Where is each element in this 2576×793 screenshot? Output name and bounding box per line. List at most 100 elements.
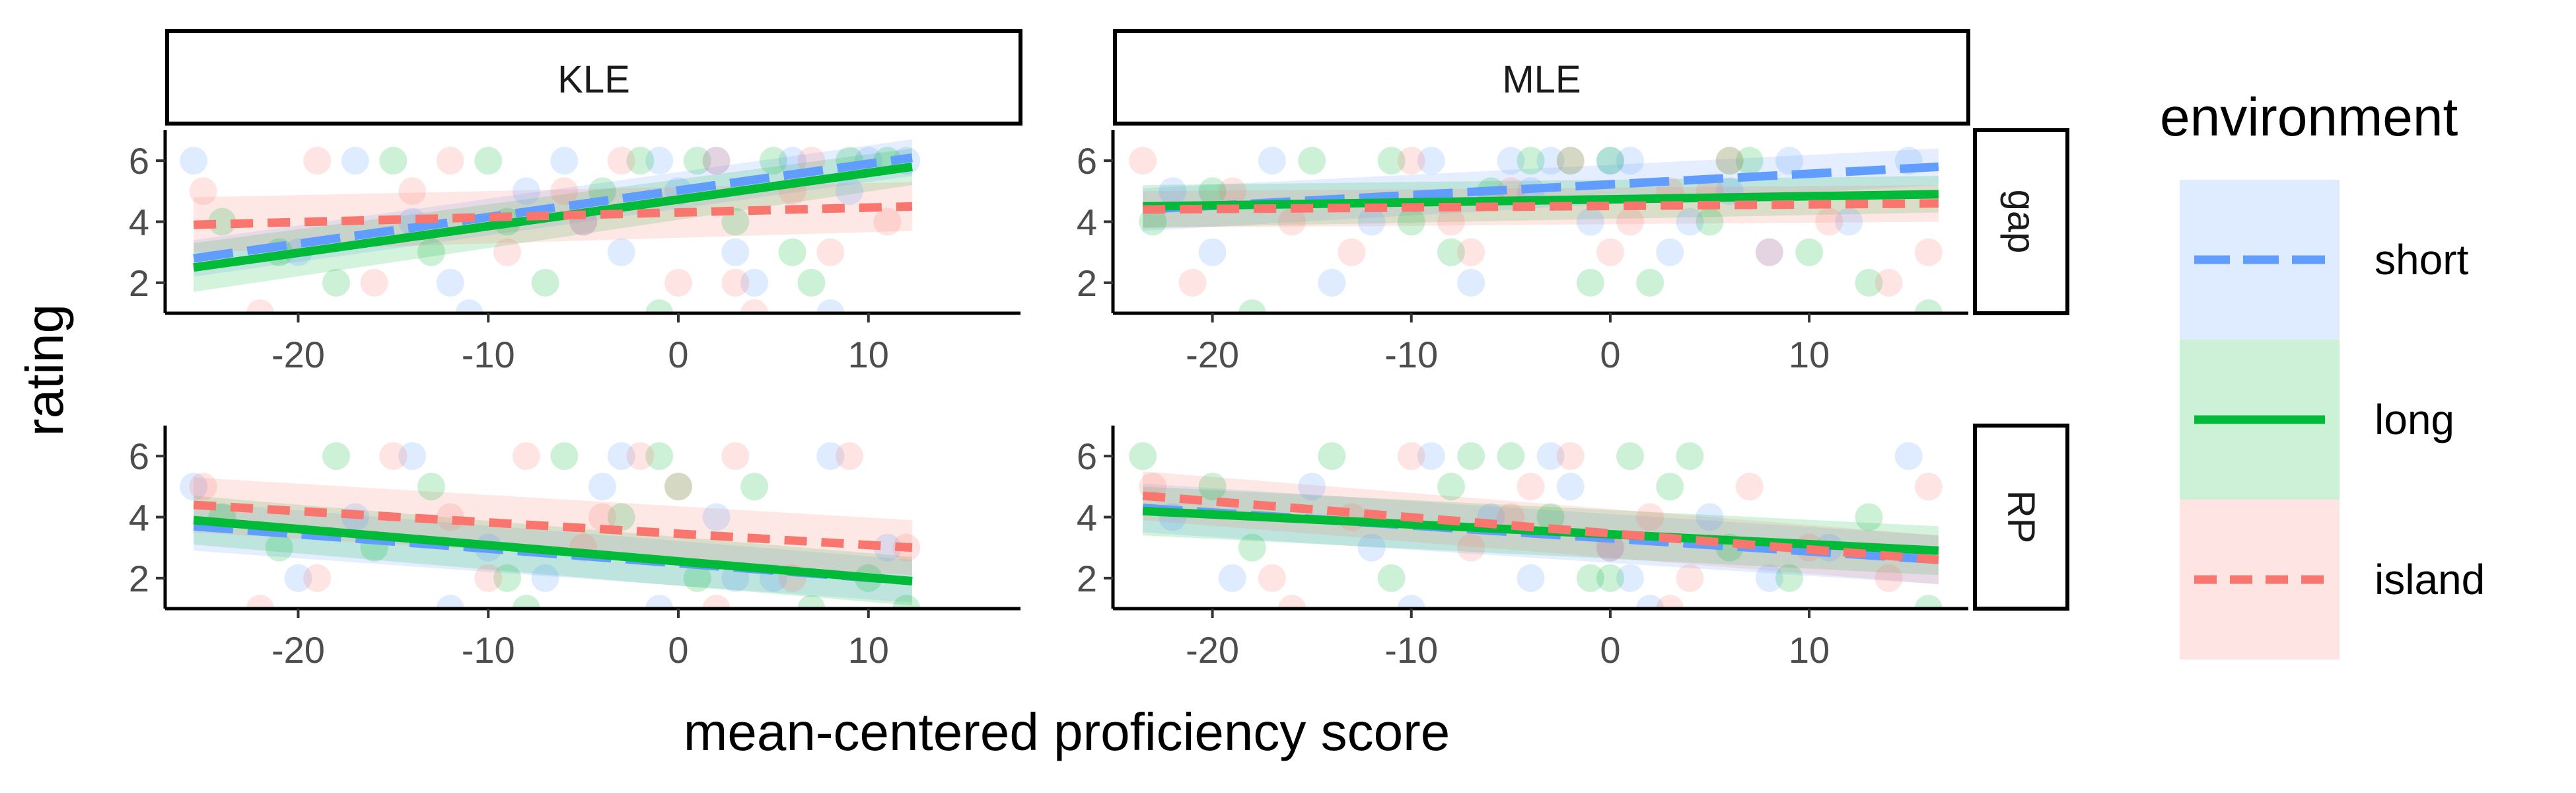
data-point-island: [1258, 564, 1286, 592]
data-point-short: [816, 442, 845, 471]
data-point-long: [322, 442, 350, 471]
data-point-short: [1616, 147, 1645, 175]
strip-mle-box: [1113, 29, 1970, 126]
data-point-island: [246, 299, 274, 313]
data-point-short: [436, 595, 464, 609]
data-point-short: [436, 268, 464, 297]
data-point-island: [512, 442, 540, 471]
data-point-long: [322, 268, 350, 297]
data-point-short: [607, 442, 635, 471]
data-point-short: [1417, 442, 1445, 471]
legend-label: short: [2375, 236, 2469, 283]
fit-line-long-kle-gap: [193, 162, 913, 272]
y-tick-label: 2: [129, 262, 149, 304]
data-point-island: [1278, 595, 1306, 609]
y-tick-label: 4: [129, 202, 149, 243]
data-point-long: [1795, 238, 1824, 266]
data-point-long: [1377, 564, 1406, 592]
data-point-island: [836, 442, 863, 471]
data-point-long: [1715, 147, 1744, 175]
y-tick-label: 4: [1077, 202, 1097, 243]
y-tick-label: 6: [1077, 140, 1097, 182]
fit-line-island-kle-gap: [194, 202, 913, 229]
legend-item-short: short: [2180, 180, 2469, 340]
data-point-short: [702, 503, 731, 531]
data-point-short: [1596, 147, 1624, 175]
y-tick-label: 6: [129, 435, 149, 477]
data-point-long: [474, 147, 503, 175]
data-point-short: [721, 238, 750, 266]
legend-label: island: [2375, 556, 2485, 603]
data-point-island: [702, 595, 731, 609]
data-point-island: [1556, 442, 1585, 471]
y-tick-label: 4: [129, 497, 149, 539]
data-point-island: [398, 177, 427, 206]
fit-line-long-kle-rp: [193, 515, 913, 585]
data-point-long: [379, 147, 408, 175]
data-point-island: [1815, 208, 1843, 236]
data-point-short: [1835, 208, 1863, 236]
data-point-island: [303, 564, 332, 592]
legend-item-long: long: [2180, 340, 2454, 500]
data-point-island: [1278, 208, 1306, 236]
data-point-island: [816, 238, 845, 266]
data-point-island: [1556, 147, 1585, 175]
data-point-island: [626, 442, 655, 471]
x-tick-label: -10: [462, 334, 515, 375]
data-point-island: [664, 472, 692, 501]
x-tick-label: 0: [1600, 629, 1620, 671]
fit-line-island-mle-gap: [1143, 199, 1939, 214]
data-point-long: [778, 238, 806, 266]
data-point-short: [1218, 564, 1246, 592]
x-tick-label: -10: [462, 629, 515, 671]
data-point-island: [550, 177, 579, 206]
data-point-short: [1755, 238, 1783, 266]
y-tick-label: 2: [1077, 262, 1097, 304]
fit-line-island-mle-rp: [1142, 491, 1939, 564]
data-point-long: [265, 533, 293, 562]
data-point-long: [683, 147, 711, 175]
data-point-short: [607, 238, 635, 266]
panel-mle-gap: -20 -10 0 10 2 4 6: [1077, 130, 1968, 375]
data-point-island: [1636, 503, 1664, 531]
panel-kle-gap: -20 -10 0 10 2 4 6: [129, 130, 1020, 375]
data-point-long: [1457, 442, 1485, 471]
data-point-long: [1377, 147, 1406, 175]
data-point-long: [493, 564, 521, 592]
data-point-island: [1517, 472, 1545, 501]
x-tick-label: -20: [271, 334, 325, 375]
data-point-long: [1676, 442, 1704, 471]
data-point-long: [1696, 208, 1724, 236]
legend: environment short long island: [2160, 87, 2485, 660]
fit-line-long-mle-rp: [1142, 506, 1939, 555]
data-point-short: [455, 299, 483, 313]
data-point-short: [1397, 595, 1425, 609]
data-point-short: [512, 177, 540, 206]
data-point-long: [626, 147, 655, 175]
x-tick-label: 10: [848, 334, 889, 375]
data-point-island: [1914, 238, 1943, 266]
data-point-long: [1397, 208, 1425, 236]
y-tick-label: 6: [129, 140, 149, 182]
data-point-short: [873, 533, 902, 562]
data-point-long: [417, 238, 445, 266]
data-point-short: [1198, 238, 1227, 266]
data-point-island: [664, 268, 692, 297]
data-point-island: [1338, 238, 1366, 266]
data-point-short: [180, 472, 208, 501]
data-point-long: [1238, 533, 1266, 562]
data-point-island: [1457, 238, 1485, 266]
data-point-short: [180, 147, 208, 175]
data-point-long: [512, 595, 540, 609]
legend-item-island: island: [2180, 500, 2485, 660]
data-point-long: [683, 564, 711, 592]
data-point-long: [208, 208, 236, 236]
y-tick-label: 2: [129, 558, 149, 599]
data-point-island: [436, 147, 464, 175]
panel-mle-rp: -20 -10 0 10 2 4 6: [1077, 426, 1968, 671]
data-point-long: [1656, 472, 1684, 501]
data-point-long: [892, 595, 921, 609]
x-axis-title: mean-centered proficiency score: [684, 702, 1450, 761]
data-point-short: [588, 472, 616, 501]
data-point-long: [550, 442, 579, 471]
